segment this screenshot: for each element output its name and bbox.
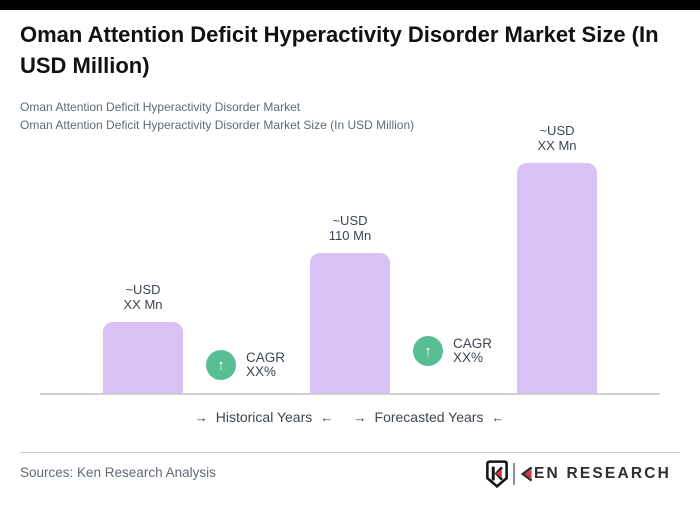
cagr-text: CAGR XX%	[246, 351, 285, 379]
bar-value-line2: 110 Mn	[328, 228, 372, 243]
chart-subtitle-market-size: Oman Attention Deficit Hyperactivity Dis…	[20, 118, 415, 132]
bar-value-label: ~USD XX Mn	[537, 123, 576, 153]
bar-value-line2: XX Mn	[537, 138, 577, 153]
axis-segment-historical-years: → Historical Years ←	[164, 409, 364, 426]
x-axis-baseline	[40, 393, 660, 395]
ken-research-shield-icon	[486, 460, 508, 488]
bar-forecast	[517, 163, 597, 393]
bar-base-year	[310, 253, 390, 393]
logo-wordmark: EN RESEARCH	[520, 465, 671, 483]
right-arrow-icon: →	[194, 410, 208, 425]
sources-note: Sources: Ken Research Analysis	[20, 465, 216, 480]
growth-up-arrow-icon: ↑	[413, 336, 443, 366]
left-arrow-icon: ←	[320, 410, 334, 425]
cagr-label: CAGR	[246, 350, 286, 365]
growth-up-arrow-icon: ↑	[206, 350, 236, 380]
bar-value-line1: ~USD	[539, 123, 575, 138]
bar-value-line2: XX Mn	[123, 297, 163, 312]
cagr-value: XX%	[246, 364, 277, 379]
up-arrow-glyph: ↑	[217, 356, 225, 374]
bar-group-base-year: ~USD 110 Mn	[270, 0, 430, 393]
chart-subtitle-market: Oman Attention Deficit Hyperactivity Dis…	[20, 100, 301, 114]
axis-segment-forecasted-years: → Forecasted Years ←	[329, 409, 529, 426]
page-title: Oman Attention Deficit Hyperactivity Dis…	[20, 22, 659, 78]
ken-research-logo: EN RESEARCH	[486, 459, 671, 489]
cagr-badge-forecast: ↑ CAGR XX%	[413, 336, 492, 366]
cagr-text: CAGR XX%	[453, 337, 492, 365]
axis-segment-label: Forecasted Years	[374, 409, 484, 425]
cagr-badge-historical: ↑ CAGR XX%	[206, 350, 285, 380]
bar-group-forecast: ~USD XX Mn	[477, 0, 637, 393]
footer-divider	[20, 452, 680, 453]
logo-wordmark-text: EN RESEARCH	[534, 465, 672, 482]
bar-group-historical: ~USD XX Mn	[63, 0, 223, 393]
top-accent-bar	[0, 0, 700, 10]
bar-value-line1: ~USD	[332, 213, 368, 228]
cagr-label: CAGR	[453, 336, 493, 351]
bar-chart: ~USD XX Mn ~USD 110 Mn ~USD XX Mn ↑	[40, 0, 660, 426]
bar-value-label: ~USD XX Mn	[123, 282, 162, 312]
logo-k-icon	[520, 466, 533, 482]
bar-value-line1: ~USD	[125, 282, 161, 297]
left-arrow-icon: ←	[491, 410, 505, 425]
logo-separator	[513, 463, 515, 485]
bar-value-label: ~USD 110 Mn	[329, 213, 371, 243]
right-arrow-icon: →	[353, 410, 367, 425]
bar-historical	[103, 322, 183, 393]
up-arrow-glyph: ↑	[424, 342, 432, 360]
axis-segment-label: Historical Years	[215, 409, 313, 425]
cagr-value: XX%	[453, 350, 484, 365]
